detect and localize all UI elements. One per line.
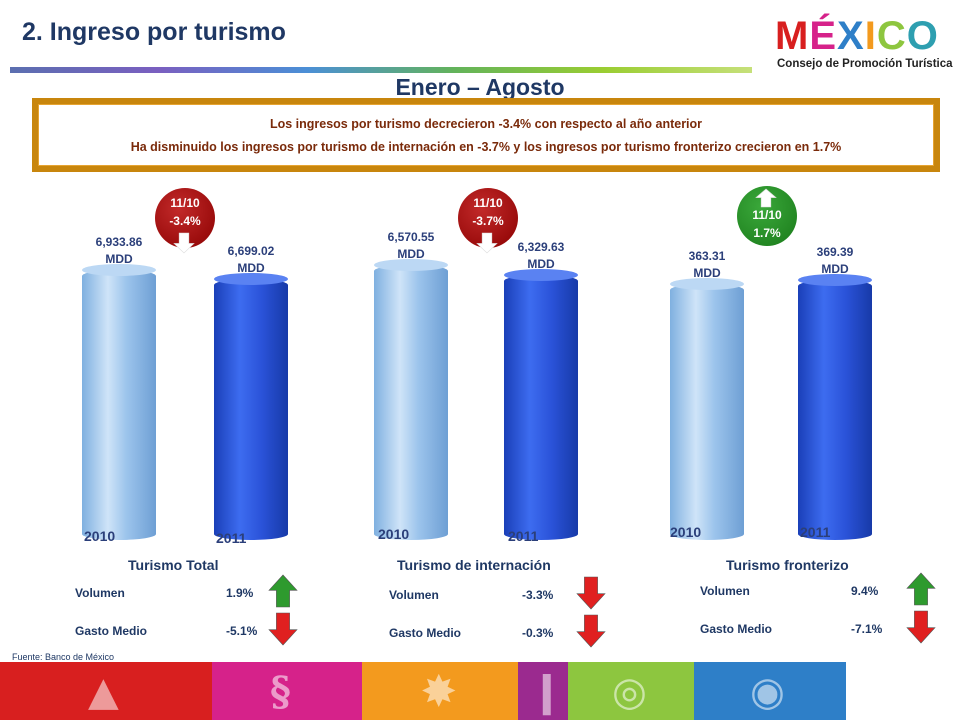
bar-2010-3 [670, 284, 744, 540]
value-unit: MDD [105, 252, 133, 266]
period-subtitle: Enero – Agosto [395, 74, 565, 100]
logo-letter: I [864, 14, 877, 58]
year-label: 2011 [800, 524, 831, 540]
column-glyph-icon: ❙ [530, 668, 564, 715]
charts-area: 6,933.86 MDD 2010 6,699.02 MDD 2011 11/10 -3.4%… [74, 186, 936, 648]
page-title: 2. Ingreso por turismo [22, 18, 286, 46]
indicator-value: 9.4% [851, 584, 879, 598]
down-arrow-icon [173, 232, 195, 254]
pyramid-glyph-icon: ▲ [88, 668, 119, 715]
indicator-label: Gasto Medio [700, 622, 773, 636]
indicator-label: Gasto Medio [389, 626, 462, 640]
value-unit: MDD [821, 262, 849, 276]
year-label: 2011 [508, 528, 539, 544]
bar-2011-2 [504, 275, 578, 540]
value-number: 6,570.55 [387, 230, 435, 244]
bar-2011-1 [214, 279, 288, 540]
change-percent: 1.7% [753, 226, 781, 240]
up-arrow-icon [755, 188, 777, 208]
year-label: 2010 [670, 524, 702, 540]
summary-banner: Los ingresos por turismo decrecieron -3.… [32, 98, 940, 172]
bar-2011-3 [798, 280, 872, 540]
indicator-value: -3.3% [522, 588, 554, 602]
bar-cap [670, 278, 744, 291]
bar-cap [214, 273, 288, 286]
indicator-value: -0.3% [522, 626, 554, 640]
bar-cap [82, 264, 156, 276]
indicator-value: -7.1% [851, 622, 883, 636]
footer-strip-magenta [212, 662, 362, 720]
indicator-value: 1.9% [226, 586, 254, 600]
value-number: 6,933.86 [95, 235, 143, 249]
indicator-label: Volumen [75, 586, 125, 600]
summary-line-2: Ha disminuido los ingresos por turismo d… [130, 140, 842, 154]
logo-word: MÉXICO [775, 14, 939, 58]
down-arrow-icon [476, 232, 498, 254]
bar-2010-1 [82, 270, 156, 540]
value-unit: MDD [237, 261, 265, 276]
up-arrow-icon [906, 572, 936, 606]
value-unit: MDD [527, 257, 555, 272]
footer-strip-green [568, 662, 694, 720]
value-unit: MDD [693, 266, 721, 281]
value-label: 6,329.63 MDD [496, 239, 586, 273]
spiral-glyph-icon: ◎ [612, 668, 647, 715]
down-arrow-icon [576, 576, 606, 610]
indicator-label: Volumen [389, 588, 439, 602]
chart-title: Turismo Total [128, 557, 219, 573]
title-underline [10, 67, 752, 73]
bar-cap [504, 269, 578, 282]
mexico-logo: MÉXICO Consejo de Promoción Turística [775, 14, 953, 76]
value-unit: MDD [397, 247, 425, 261]
value-number: 369.39 [816, 245, 854, 259]
chart-title: Turismo de internación [397, 557, 551, 573]
change-percent: -3.4% [169, 214, 201, 228]
value-label: 6,933.86 MDD [74, 234, 164, 268]
year-label: 2010 [378, 526, 410, 542]
value-number: 6,329.63 [517, 240, 565, 255]
serpent-glyph-icon: § [270, 668, 291, 715]
source-note: Fuente: Banco de México [12, 652, 115, 662]
indicator-label: Gasto Medio [75, 624, 148, 638]
change-percent: -3.7% [472, 214, 504, 228]
chart-title: Turismo fronterizo [726, 557, 849, 573]
logo-letter: C [876, 14, 907, 58]
bar-cap [374, 259, 448, 271]
down-arrow-icon [576, 614, 606, 648]
year-label: 2010 [84, 528, 116, 544]
change-period: 11/10 [170, 196, 200, 210]
footer-strip-orange [362, 662, 518, 720]
sun-glyph-icon: ✸ [422, 668, 456, 715]
logo-letter: M [775, 14, 810, 58]
summary-line-1: Los ingresos por turismo decrecieron -3.… [269, 117, 703, 131]
footer-strip-blue [694, 662, 846, 720]
indicator-value: -5.1% [226, 624, 258, 638]
value-label: 369.39 MDD [790, 244, 880, 278]
value-number: 6,699.02 [227, 244, 275, 259]
down-arrow-icon [906, 610, 936, 644]
indicator-label: Volumen [700, 584, 750, 598]
change-period: 11/10 [752, 208, 782, 222]
down-arrow-icon [268, 612, 298, 646]
bar-cap [798, 274, 872, 286]
value-label: 6,570.55 MDD [366, 229, 456, 263]
footer-strip-red [0, 662, 212, 720]
wave-glyph-icon: ◉ [750, 668, 785, 715]
change-period: 11/10 [473, 196, 503, 210]
logo-letter: O [906, 14, 939, 58]
logo-subtitle: Consejo de Promoción Turística [777, 58, 953, 70]
value-number: 363.31 [688, 249, 726, 264]
up-arrow-icon [268, 574, 298, 608]
logo-letter: É [809, 14, 838, 58]
year-label: 2011 [216, 530, 247, 546]
footer-strip-purple [518, 662, 568, 720]
bar-2010-2 [374, 265, 448, 540]
logo-letter: X [837, 14, 865, 58]
value-label: 363.31 MDD [662, 248, 752, 282]
value-label: 6,699.02 MDD [206, 243, 296, 277]
